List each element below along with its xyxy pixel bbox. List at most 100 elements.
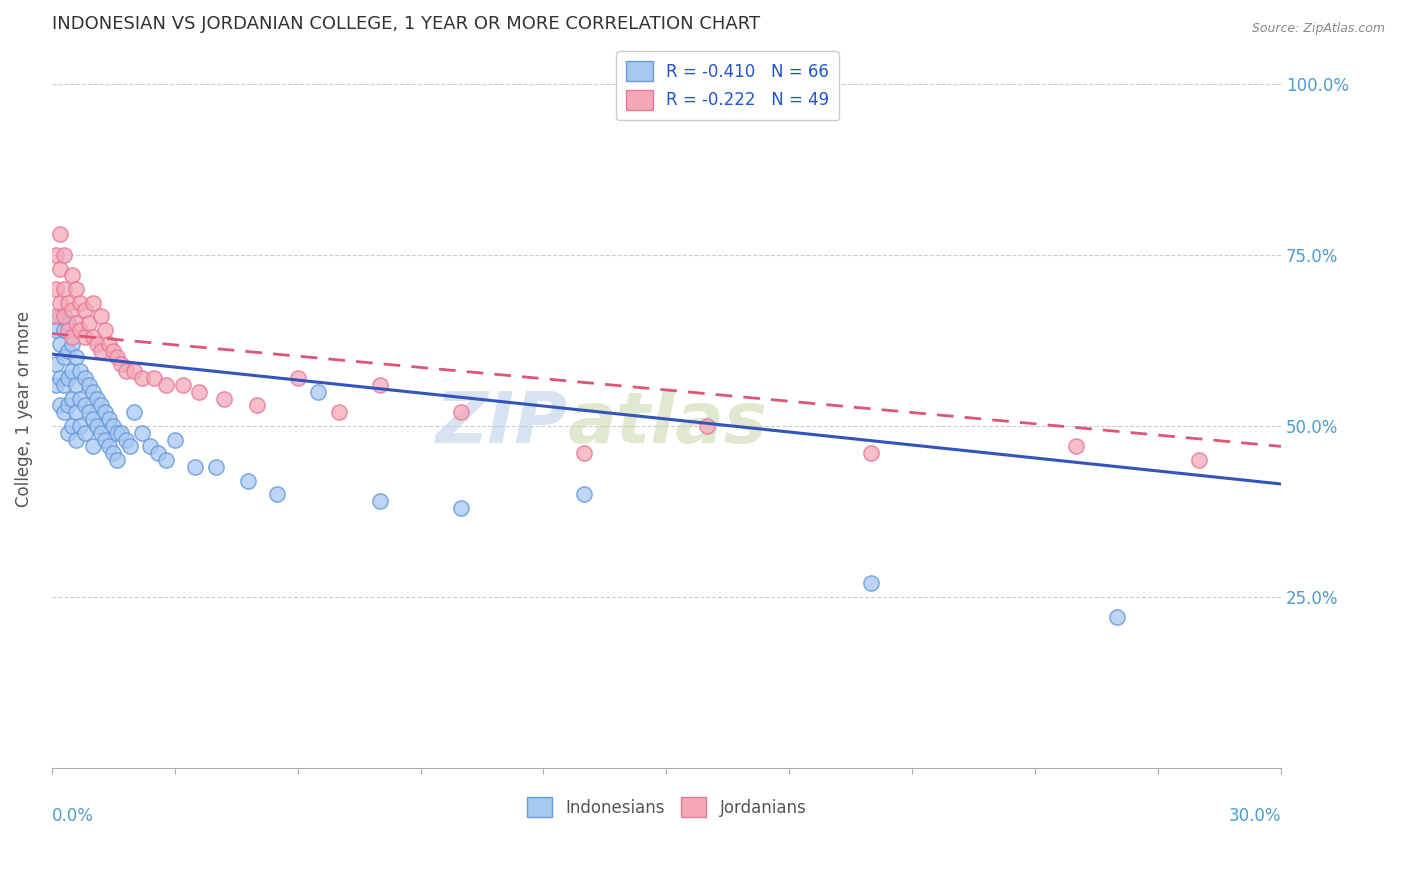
Point — [53, 323, 76, 337]
Point — [69, 364, 91, 378]
Point — [56, 343, 79, 358]
Point — [122, 364, 145, 378]
Point — [49, 261, 72, 276]
Point — [450, 500, 472, 515]
Point — [163, 433, 186, 447]
Point — [574, 487, 596, 501]
Point — [60, 364, 83, 378]
Point — [266, 487, 288, 501]
Point — [450, 405, 472, 419]
Point — [56, 371, 79, 385]
Point — [53, 248, 76, 262]
Legend: Indonesians, Jordanians: Indonesians, Jordanians — [520, 790, 813, 824]
Point — [60, 336, 83, 351]
Point — [82, 384, 104, 399]
Point — [110, 357, 132, 371]
Point — [90, 398, 112, 412]
Point — [69, 392, 91, 406]
Point — [56, 323, 79, 337]
Point — [860, 446, 883, 460]
Point — [53, 310, 76, 324]
Point — [45, 357, 67, 371]
Point — [53, 351, 76, 365]
Point — [574, 446, 596, 460]
Text: 30.0%: 30.0% — [1229, 807, 1281, 825]
Point — [53, 282, 76, 296]
Text: INDONESIAN VS JORDANIAN COLLEGE, 1 YEAR OR MORE CORRELATION CHART: INDONESIAN VS JORDANIAN COLLEGE, 1 YEAR … — [52, 15, 759, 33]
Point — [287, 371, 309, 385]
Point — [94, 405, 117, 419]
Point — [69, 323, 91, 337]
Point — [65, 405, 87, 419]
Point — [82, 295, 104, 310]
Point — [98, 336, 121, 351]
Point — [90, 425, 112, 440]
Point — [155, 453, 177, 467]
Point — [155, 377, 177, 392]
Point — [60, 268, 83, 283]
Point — [212, 392, 235, 406]
Point — [73, 330, 96, 344]
Point — [56, 316, 79, 330]
Point — [103, 418, 125, 433]
Point — [69, 418, 91, 433]
Point — [65, 316, 87, 330]
Point — [60, 330, 83, 344]
Point — [105, 453, 128, 467]
Point — [49, 227, 72, 242]
Point — [65, 377, 87, 392]
Point — [188, 384, 211, 399]
Point — [45, 323, 67, 337]
Point — [49, 295, 72, 310]
Point — [69, 295, 91, 310]
Text: 0.0%: 0.0% — [52, 807, 94, 825]
Point — [53, 377, 76, 392]
Point — [65, 433, 87, 447]
Point — [73, 398, 96, 412]
Point — [122, 405, 145, 419]
Text: Source: ZipAtlas.com: Source: ZipAtlas.com — [1251, 22, 1385, 36]
Point — [98, 412, 121, 426]
Point — [77, 377, 100, 392]
Point — [53, 405, 76, 419]
Point — [143, 371, 166, 385]
Point — [105, 425, 128, 440]
Point — [103, 343, 125, 358]
Point — [56, 295, 79, 310]
Point — [56, 398, 79, 412]
Point — [90, 310, 112, 324]
Point — [114, 364, 136, 378]
Point — [94, 433, 117, 447]
Point — [45, 282, 67, 296]
Point — [696, 418, 718, 433]
Point — [73, 425, 96, 440]
Point — [49, 310, 72, 324]
Point — [368, 494, 391, 508]
Point — [56, 425, 79, 440]
Point — [98, 439, 121, 453]
Point — [65, 282, 87, 296]
Point — [86, 392, 108, 406]
Point — [110, 425, 132, 440]
Point — [860, 576, 883, 591]
Point — [45, 377, 67, 392]
Point — [86, 336, 108, 351]
Point — [49, 398, 72, 412]
Point — [105, 351, 128, 365]
Point — [45, 310, 67, 324]
Point — [82, 412, 104, 426]
Point — [73, 371, 96, 385]
Y-axis label: College, 1 year or more: College, 1 year or more — [15, 310, 32, 507]
Point — [307, 384, 329, 399]
Point — [49, 371, 72, 385]
Text: atlas: atlas — [568, 389, 768, 458]
Text: ZIP: ZIP — [436, 389, 568, 458]
Point — [238, 474, 260, 488]
Point — [103, 446, 125, 460]
Point — [60, 392, 83, 406]
Point — [65, 351, 87, 365]
Point — [148, 446, 170, 460]
Point — [49, 336, 72, 351]
Point — [139, 439, 162, 453]
Point — [90, 343, 112, 358]
